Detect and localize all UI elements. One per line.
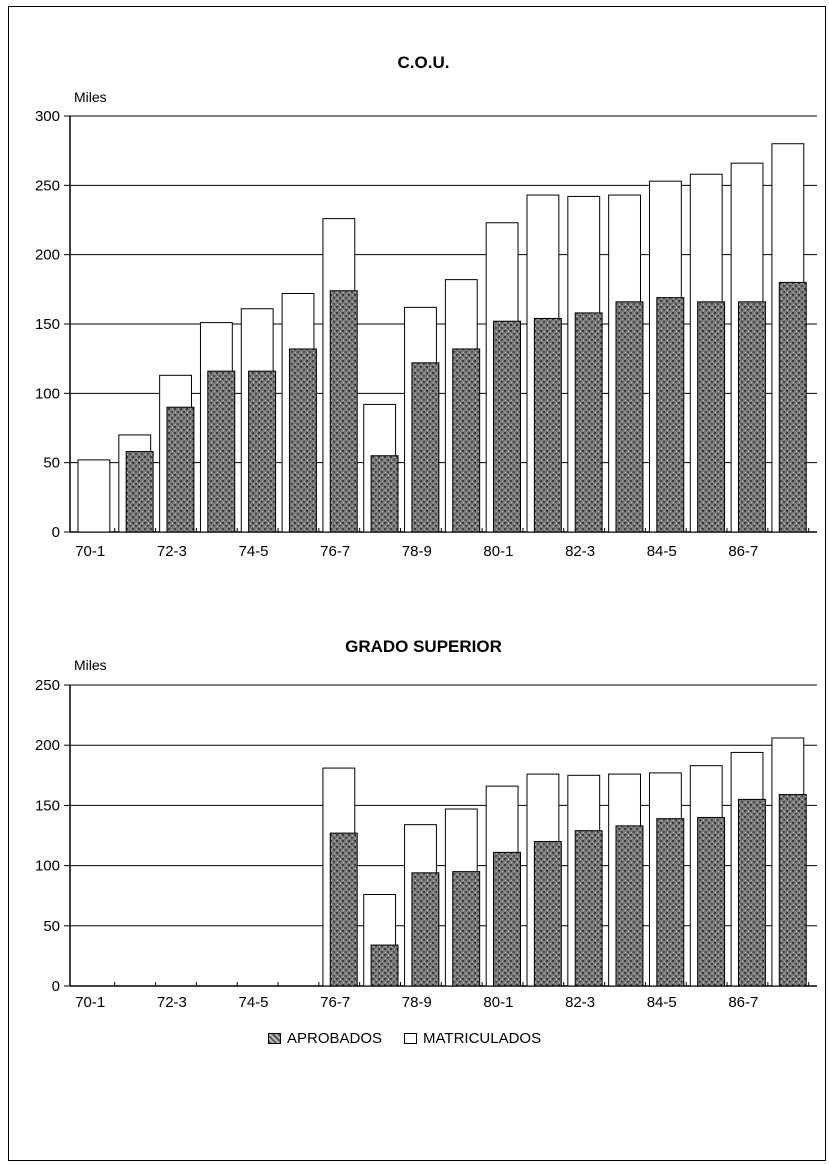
x-tick-label: 70-1 <box>75 543 105 560</box>
y-tick-label: 200 <box>35 247 60 264</box>
y-unit-label: Miles <box>74 657 107 673</box>
bar-aprobados-78-9 <box>411 872 440 987</box>
y-tick-label: 150 <box>35 797 60 814</box>
bar-aprobados-79-0 <box>452 348 481 533</box>
x-tick-label: 84-5 <box>647 543 677 560</box>
bar-aprobados-80-1 <box>493 851 521 987</box>
bar-aprobados-76-7 <box>329 290 358 533</box>
y-unit-label: Miles <box>74 89 107 105</box>
x-tick-label: 82-3 <box>565 543 595 560</box>
y-tick-label: 200 <box>35 737 60 754</box>
x-tick-label: 72-3 <box>157 994 187 1011</box>
bar-aprobados-81-2 <box>533 317 562 533</box>
bar-aprobados-85-6 <box>697 816 726 987</box>
chart-title: C.O.U. <box>398 53 450 72</box>
chart-cou: C.O.U. Miles 0 50 100 150 200 250 300 70-1 72-3 74-… <box>35 53 817 560</box>
y-tick-label: 100 <box>35 385 60 402</box>
x-tick-label: 76-7 <box>320 543 350 560</box>
chart-title: GRADO SUPERIOR <box>345 637 502 656</box>
x-tick-label: 80-1 <box>483 543 513 560</box>
bar-aprobados-82-3 <box>574 312 603 533</box>
bar-aprobados-87-8 <box>778 794 807 987</box>
legend-label-matriculados: MATRICULADOS <box>423 1030 542 1047</box>
bar-aprobados-83-4 <box>615 825 644 987</box>
x-tick-label: 80-1 <box>483 994 513 1011</box>
x-tick-label: 78-9 <box>402 543 432 560</box>
bar-aprobados-76-7 <box>329 832 358 987</box>
y-tick-label: 0 <box>52 978 60 995</box>
x-tick-label: 86-7 <box>728 994 758 1011</box>
bar-aprobados-72-3 <box>166 406 195 533</box>
y-tick-label: 50 <box>43 455 60 472</box>
bar-aprobados-86-7 <box>737 798 766 987</box>
bar-aprobados-78-9 <box>411 362 440 533</box>
bar-aprobados-86-7 <box>737 301 766 533</box>
bar-aprobados-84-5 <box>656 297 685 533</box>
x-tick-label: 86-7 <box>728 543 758 560</box>
bar-aprobados-82-3 <box>574 830 603 987</box>
bar-aprobados-79-0 <box>452 871 481 987</box>
x-tick-label: 82-3 <box>565 994 595 1011</box>
bar-aprobados-81-2 <box>533 841 562 987</box>
x-tick-label: 76-7 <box>320 994 350 1011</box>
bar-aprobados-71-2 <box>125 451 154 533</box>
figure-frame <box>8 6 826 1161</box>
bar-aprobados-83-4 <box>615 301 644 533</box>
bar-aprobados-77-8 <box>370 944 399 987</box>
x-tick-label: 72-3 <box>157 543 187 560</box>
y-tick-label: 100 <box>35 858 60 875</box>
x-tick-label: 74-5 <box>239 543 269 560</box>
legend-item-aprobados: APROBADOS <box>268 1030 382 1047</box>
legend-label-aprobados: APROBADOS <box>287 1030 383 1047</box>
x-tick-label: 70-1 <box>75 994 105 1011</box>
bar-aprobados-87-8 <box>778 281 807 533</box>
y-tick-label: 250 <box>35 177 60 194</box>
y-tick-label: 50 <box>43 918 60 935</box>
bar-aprobados-77-8 <box>370 455 399 533</box>
chart-grado-superior: GRADO SUPERIOR Miles 0 50 100 150 200 250 70-1 72… <box>35 637 817 1011</box>
x-tick-label: 84-5 <box>647 994 677 1011</box>
bar-aprobados-74-5 <box>248 370 277 533</box>
x-tick-label: 74-5 <box>239 994 269 1011</box>
y-tick-label: 0 <box>52 524 60 541</box>
bar-aprobados-84-5 <box>656 818 685 987</box>
y-tick-label: 300 <box>35 108 60 125</box>
legend-item-matriculados: MATRICULADOS <box>404 1030 541 1047</box>
legend: APROBADOS MATRICULADOS <box>268 1030 563 1047</box>
y-tick-label: 150 <box>35 316 60 333</box>
legend-swatch-aprobados <box>268 1033 281 1044</box>
y-tick-label: 250 <box>35 677 60 694</box>
bar-matriculados-70-1 <box>77 459 111 533</box>
legend-swatch-matriculados <box>404 1033 418 1044</box>
bar-aprobados-80-1 <box>493 320 521 533</box>
bar-aprobados-85-6 <box>697 301 726 533</box>
x-tick-label: 78-9 <box>402 994 432 1011</box>
bar-aprobados-75-6 <box>288 348 317 533</box>
bar-aprobados-73-4 <box>207 370 236 533</box>
